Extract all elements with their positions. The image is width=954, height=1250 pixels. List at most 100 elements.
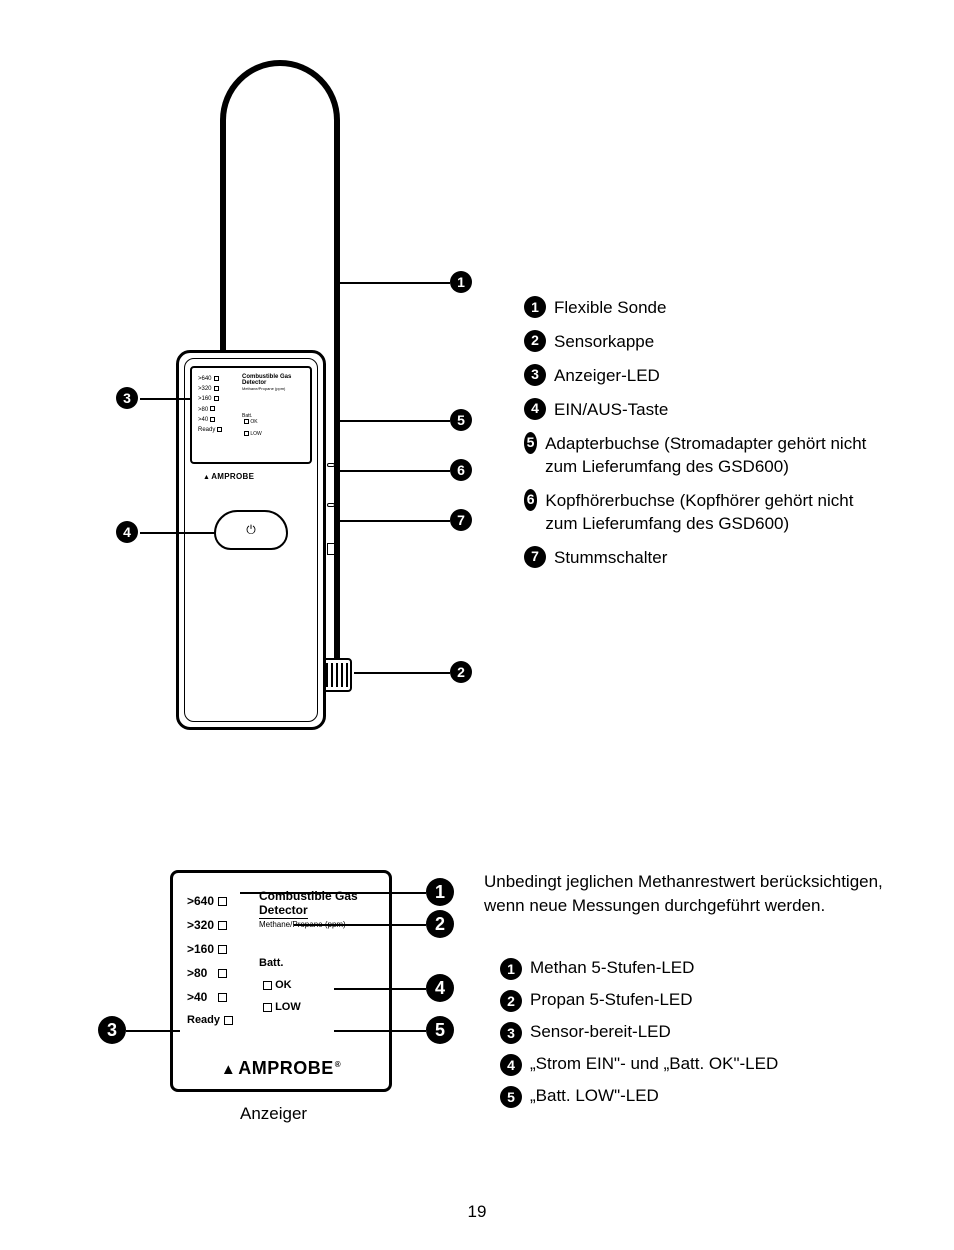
legend-num-icon: 6 [524, 489, 537, 511]
callout-line [126, 1030, 180, 1032]
device-diagram: >640 >320 >160 >80 >40 Ready Combustible… [140, 60, 500, 780]
legend-num-icon: 5 [524, 432, 537, 454]
callout-1-icon: 1 [426, 878, 454, 906]
level: >160 [187, 942, 214, 956]
callout-line [354, 672, 450, 674]
legend-row: 5 Adapterbuchse (Stromadapter gehört nic… [524, 432, 884, 479]
legend-num-icon: 2 [500, 990, 522, 1012]
legend-text: Flexible Sonde [554, 296, 666, 320]
legend-num-icon: 3 [524, 364, 546, 386]
legend-text: Adapterbuchse (Stromadapter gehört nicht… [545, 432, 884, 479]
callout-3-icon: 3 [116, 387, 138, 409]
level: >320 [187, 918, 214, 932]
display-diagram: >640 >320 >160 >80 >40 Ready Combustible… [140, 870, 430, 1130]
legend-text: Propan 5-Stufen-LED [530, 990, 693, 1010]
device-display-large: >640 >320 >160 >80 >40 Ready Combustible… [170, 870, 392, 1092]
legend-num-icon: 7 [524, 546, 546, 568]
display-right-small: Combustible Gas Detector Methane/Propane… [242, 374, 304, 437]
level: >40 [187, 990, 207, 1004]
legend-row: 4 „Strom EIN"- und „Batt. OK"-LED [500, 1054, 890, 1076]
callout-3-icon: 3 [98, 1016, 126, 1044]
level: >80 [187, 966, 207, 980]
intro-text: Unbedingt jeglichen Methanrestwert berüc… [484, 870, 884, 918]
legend-num-icon: 3 [500, 1022, 522, 1044]
display-subtitle: Methane/Propane (ppm) [242, 386, 304, 391]
level: >80 [198, 407, 208, 413]
legend-row: 7 Stummschalter [524, 546, 884, 570]
legend-text: Kopfhörerbuchse (Kopfhörer gehört nicht … [545, 489, 884, 536]
callout-line [140, 398, 192, 400]
level: >160 [198, 396, 212, 402]
callout-line [334, 1030, 426, 1032]
callout-line [240, 892, 426, 894]
legend-text: Sensorkappe [554, 330, 654, 354]
callout-2-icon: 2 [426, 910, 454, 938]
page-number: 19 [468, 1202, 487, 1222]
legend-num-icon: 1 [500, 958, 522, 980]
brand-small: AMPROBE [203, 472, 254, 481]
batt-low: LOW [275, 1001, 301, 1013]
level: >640 [198, 376, 212, 382]
callout-line [338, 520, 450, 522]
legend-text: „Strom EIN"- und „Batt. OK"-LED [530, 1054, 778, 1074]
flexible-probe-arc [220, 60, 340, 350]
legend-text: Anzeiger-LED [554, 364, 660, 388]
legend-row: 3 Anzeiger-LED [524, 364, 884, 388]
legend-row: 2 Propan 5-Stufen-LED [500, 990, 890, 1012]
adapter-jack [327, 463, 335, 467]
legend-row: 4 EIN/AUS-Taste [524, 398, 884, 422]
callout-4-icon: 4 [116, 521, 138, 543]
callout-4-icon: 4 [426, 974, 454, 1002]
display-levels-small: >640 >320 >160 >80 >40 Ready [198, 374, 222, 435]
legend-text: EIN/AUS-Taste [554, 398, 668, 422]
display-caption: Anzeiger [240, 1104, 307, 1124]
callout-line [338, 470, 450, 472]
mute-switch [327, 543, 335, 555]
legend-num-icon: 4 [524, 398, 546, 420]
legend-row: 1 Methan 5-Stufen-LED [500, 958, 890, 980]
callout-line [334, 988, 426, 990]
legend-num-icon: 2 [524, 330, 546, 352]
legend-row: 3 Sensor-bereit-LED [500, 1022, 890, 1044]
callout-line [294, 924, 426, 926]
legend-text: Sensor-bereit-LED [530, 1022, 671, 1042]
level: >320 [198, 386, 212, 392]
brand-large: AMPROBE [221, 1058, 341, 1079]
callout-7-icon: 7 [450, 509, 472, 531]
page: >640 >320 >160 >80 >40 Ready Combustible… [0, 0, 954, 1250]
callout-5-icon: 5 [450, 409, 472, 431]
legend-top: 1 Flexible Sonde 2 Sensorkappe 3 Anzeige… [524, 296, 884, 579]
display-title2: Detector [259, 903, 308, 919]
batt-label: Batt. [259, 957, 375, 969]
headphone-jack [327, 503, 335, 507]
power-button [214, 510, 288, 550]
batt-ok: OK [250, 419, 257, 425]
level: Ready [198, 427, 215, 433]
callout-line [338, 420, 450, 422]
level: >640 [187, 894, 214, 908]
legend-num-icon: 4 [500, 1054, 522, 1076]
callout-5-icon: 5 [426, 1016, 454, 1044]
callout-line [140, 532, 216, 534]
display-right-large: Combustible Gas Detector Methane/Propane… [259, 889, 375, 1013]
callout-1-icon: 1 [450, 271, 472, 293]
callout-6-icon: 6 [450, 459, 472, 481]
level: >40 [198, 417, 208, 423]
callout-2-icon: 2 [450, 661, 472, 683]
legend-row: 5 „Batt. LOW"-LED [500, 1086, 890, 1108]
legend-bottom: 1 Methan 5-Stufen-LED 2 Propan 5-Stufen-… [500, 958, 890, 1118]
ready-label: Ready [187, 1014, 220, 1026]
callout-line [340, 282, 450, 284]
batt-ok: OK [275, 979, 292, 991]
legend-text: Stummschalter [554, 546, 667, 570]
device-display-small: >640 >320 >160 >80 >40 Ready Combustible… [190, 366, 312, 464]
legend-row: 1 Flexible Sonde [524, 296, 884, 320]
batt-low: LOW [250, 431, 261, 437]
legend-num-icon: 5 [500, 1086, 522, 1108]
sensor-cap [322, 658, 352, 692]
legend-num-icon: 1 [524, 296, 546, 318]
display-levels-large: >640 >320 >160 >80 >40 Ready [187, 889, 233, 1031]
legend-text: Methan 5-Stufen-LED [530, 958, 694, 978]
legend-text: „Batt. LOW"-LED [530, 1086, 659, 1106]
legend-row: 6 Kopfhörerbuchse (Kopfhörer gehört nich… [524, 489, 884, 536]
